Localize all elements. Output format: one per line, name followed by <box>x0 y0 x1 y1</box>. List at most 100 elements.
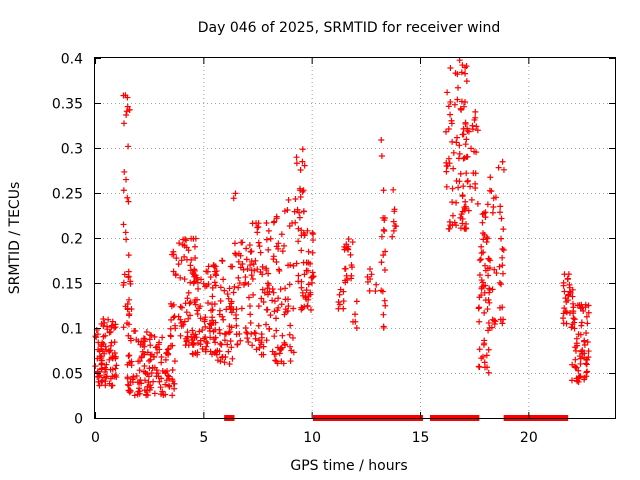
data-point <box>292 219 299 226</box>
data-point <box>310 231 317 238</box>
data-point <box>382 302 389 309</box>
data-point <box>124 381 131 388</box>
data-point <box>486 299 493 306</box>
data-point <box>584 368 591 375</box>
data-point <box>487 257 494 264</box>
data-point <box>560 310 567 317</box>
y-tick-label: 0.2 <box>61 232 83 248</box>
data-point <box>269 286 276 293</box>
data-point <box>162 356 169 363</box>
data-point <box>127 337 134 344</box>
data-point <box>570 308 577 315</box>
data-point <box>489 286 496 293</box>
data-point <box>460 155 467 162</box>
data-point <box>210 319 217 326</box>
data-point <box>107 375 114 382</box>
data-point <box>192 255 199 261</box>
data-point <box>485 319 492 326</box>
data-point <box>345 236 352 243</box>
data-point <box>297 194 304 201</box>
data-point <box>273 327 280 334</box>
y-tick-label: 0.15 <box>52 277 83 293</box>
data-point <box>266 326 273 333</box>
data-point <box>228 344 235 351</box>
data-point <box>217 284 224 291</box>
data-point <box>349 318 356 325</box>
y-tick-label: 0.3 <box>61 142 83 158</box>
data-point <box>106 380 113 387</box>
data-point <box>472 114 479 121</box>
data-point <box>295 238 302 245</box>
data-point <box>342 277 349 284</box>
data-point <box>474 200 481 207</box>
data-point <box>125 143 132 150</box>
data-point <box>159 334 166 341</box>
data-point <box>390 218 397 225</box>
data-point <box>391 223 398 230</box>
data-point <box>126 359 133 366</box>
y-tick-label: 0.25 <box>52 187 83 203</box>
data-point <box>255 239 262 246</box>
data-point <box>282 306 289 313</box>
data-point <box>352 311 359 318</box>
data-point <box>496 279 503 286</box>
data-point <box>223 306 230 313</box>
data-point <box>189 337 196 344</box>
data-point <box>170 380 177 387</box>
data-point <box>481 210 488 217</box>
data-point <box>183 309 190 316</box>
data-point <box>94 331 101 338</box>
data-point <box>190 235 197 242</box>
data-point <box>207 274 214 281</box>
data-point <box>310 237 317 244</box>
data-point <box>382 248 389 255</box>
data-point <box>197 303 204 310</box>
data-point <box>264 306 271 313</box>
data-point <box>104 326 111 333</box>
plot-frame <box>94 57 616 419</box>
data-point <box>92 363 99 370</box>
data-point <box>293 160 300 167</box>
data-point <box>202 323 209 330</box>
data-point <box>98 346 105 353</box>
data-point <box>293 154 300 161</box>
data-point <box>570 315 577 322</box>
data-point <box>281 341 288 348</box>
data-point <box>141 336 148 343</box>
data-point <box>498 235 505 242</box>
data-point <box>98 357 105 364</box>
data-point <box>298 304 305 311</box>
data-point <box>305 293 312 300</box>
data-point <box>172 272 179 279</box>
data-point <box>305 281 312 288</box>
data-point <box>274 360 281 367</box>
data-point <box>299 146 306 153</box>
data-point <box>245 339 252 346</box>
data-point <box>271 298 278 305</box>
data-point <box>353 324 360 331</box>
data-point <box>481 309 488 316</box>
y-axis-label: SRMTID / TECUs <box>7 182 23 295</box>
data-point <box>226 285 233 292</box>
data-point <box>445 103 452 110</box>
data-point <box>125 274 132 281</box>
data-point <box>191 243 198 250</box>
data-point <box>126 296 133 303</box>
data-point <box>278 231 285 238</box>
data-point <box>181 318 188 325</box>
data-point <box>169 366 176 373</box>
data-point <box>478 243 485 250</box>
data-point <box>310 273 317 280</box>
data-point <box>457 214 464 221</box>
chart-title: Day 046 of 2025, SRMTID for receiver win… <box>198 20 501 36</box>
data-point <box>226 360 233 367</box>
data-point <box>168 316 175 323</box>
data-point <box>112 353 119 360</box>
data-point <box>184 295 191 302</box>
data-point <box>581 376 588 383</box>
data-point <box>195 285 202 292</box>
data-point <box>154 370 161 377</box>
data-point <box>270 253 277 260</box>
y-tick-label: 0 <box>74 412 83 428</box>
data-point <box>248 248 255 255</box>
